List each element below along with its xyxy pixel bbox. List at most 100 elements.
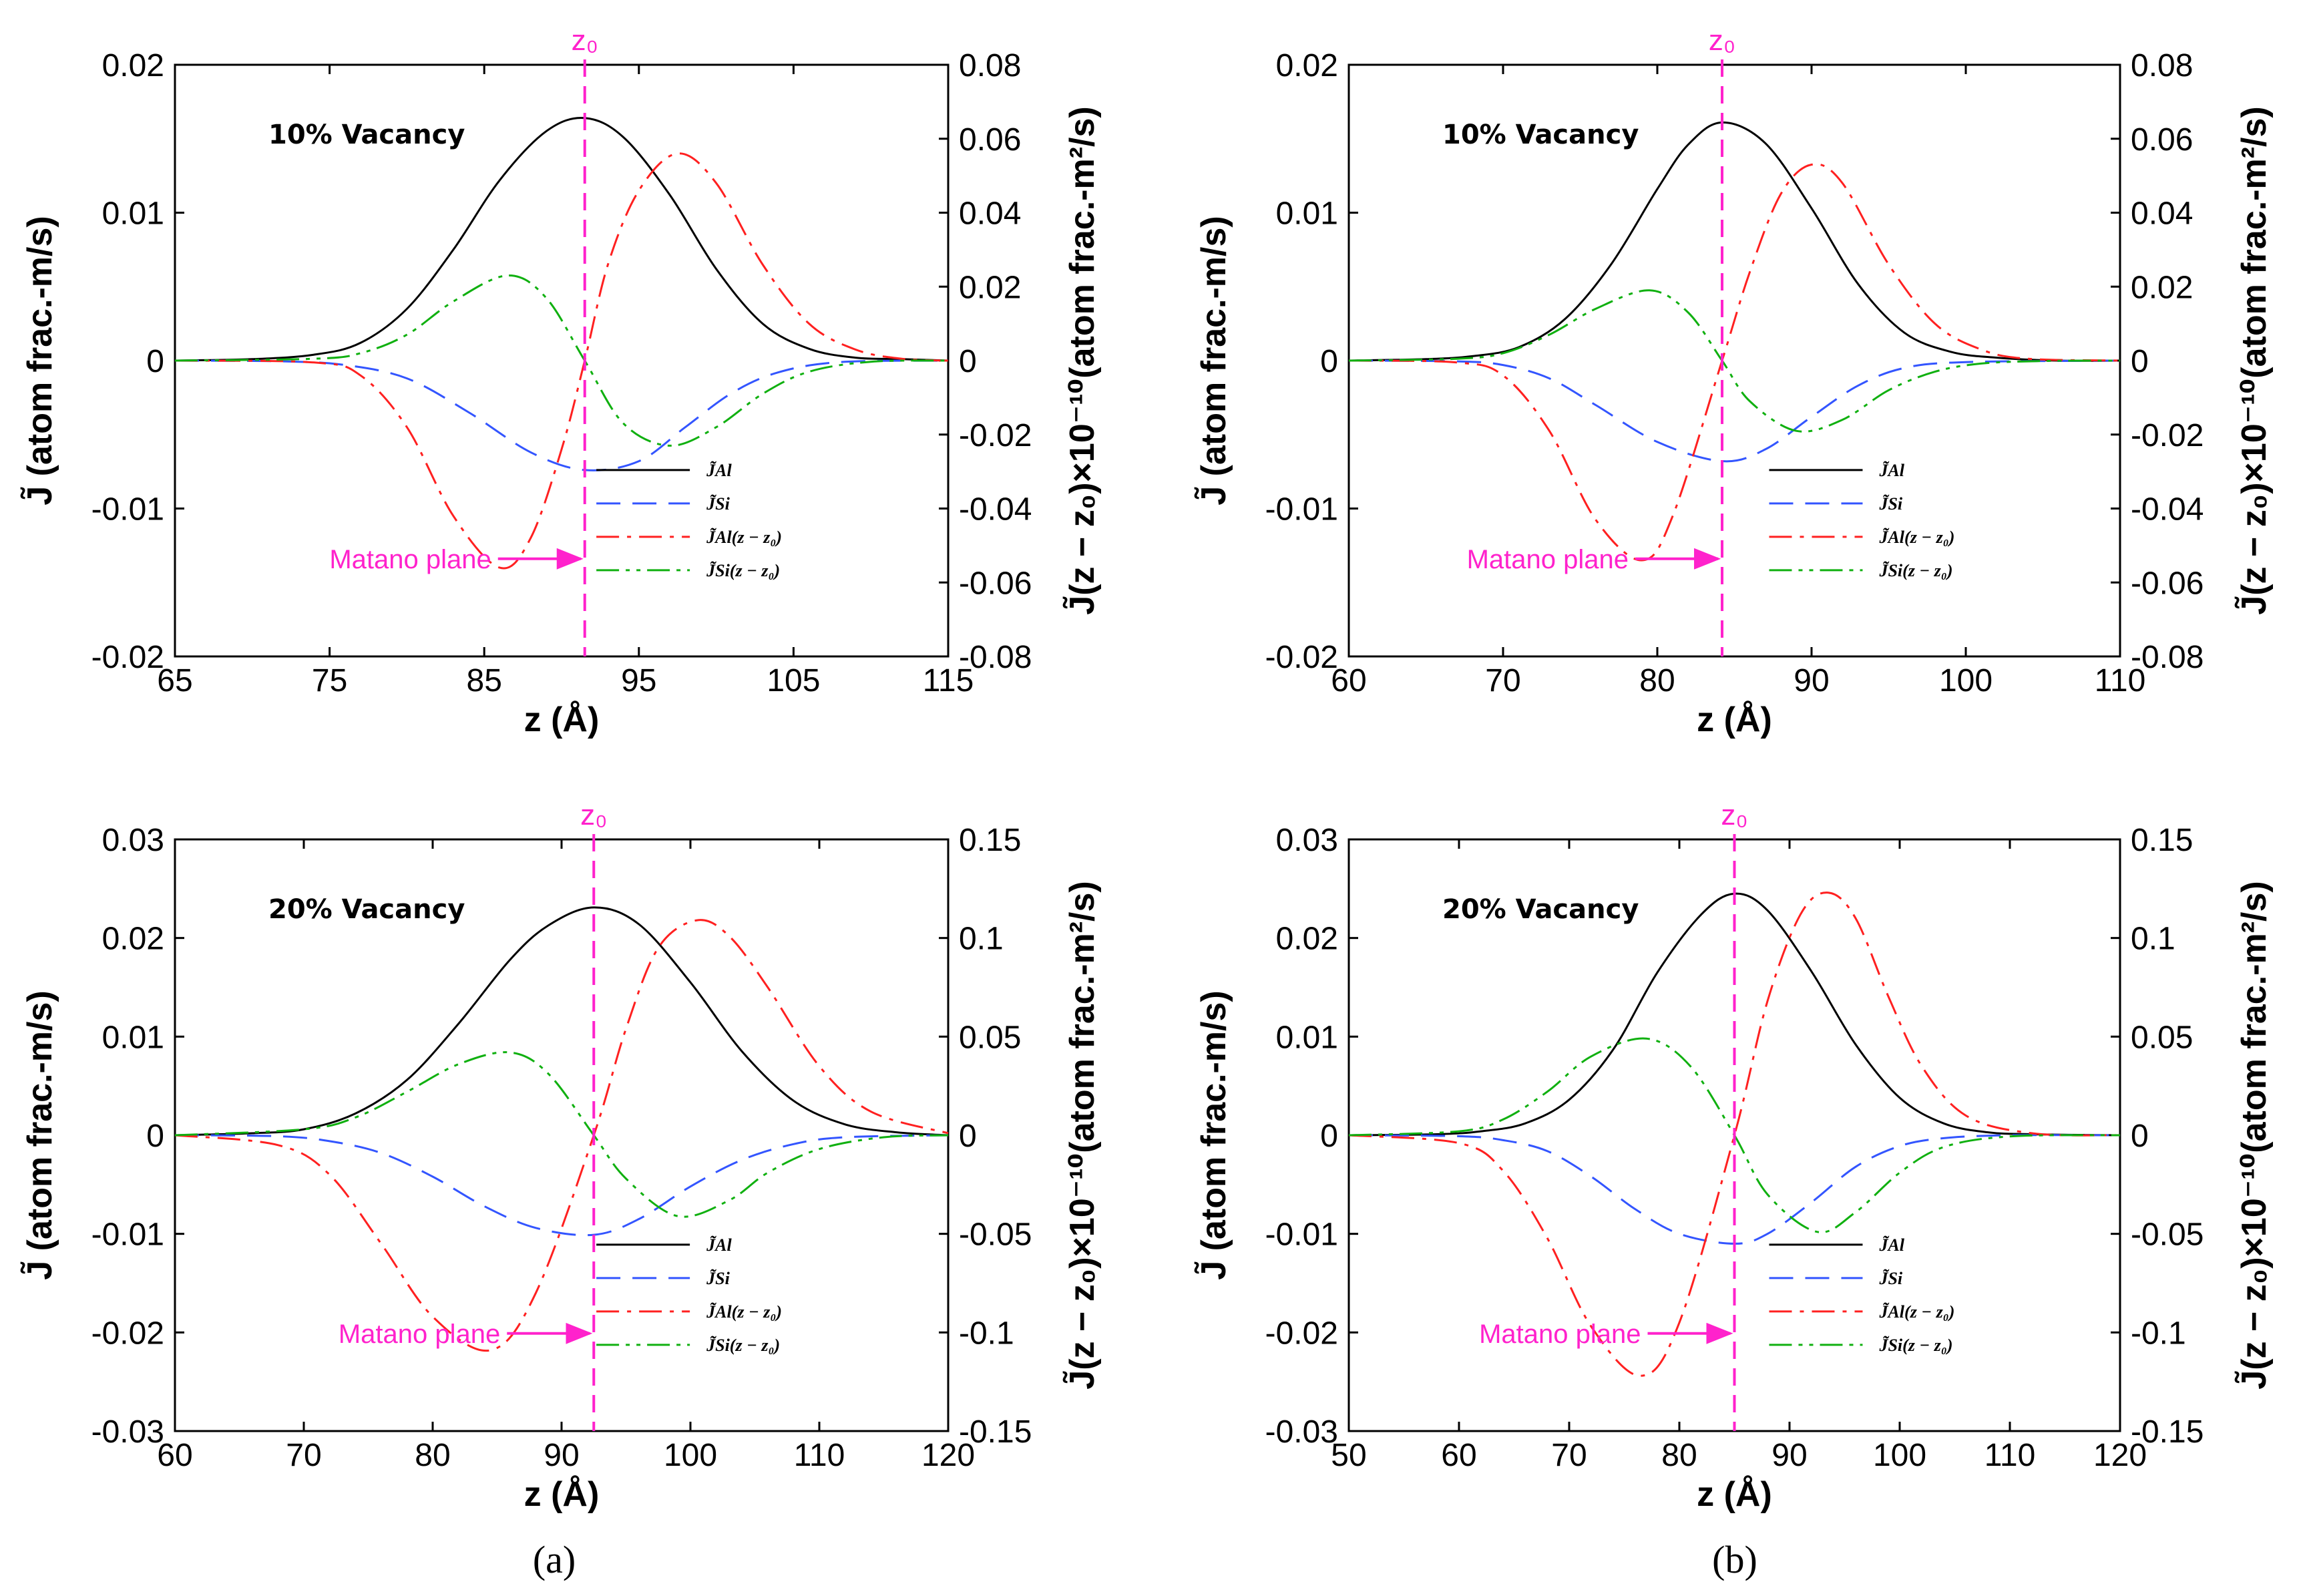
y-left-axis-title: J̃ (atom frac.-m/s) bbox=[21, 216, 59, 505]
z0-label: z₀ bbox=[572, 24, 598, 57]
y-right-tick-label: 0.04 bbox=[2131, 196, 2193, 232]
legend: J̃Al J̃Si J̃Al(z − z₀) J̃Si(z − z₀) bbox=[1769, 1235, 1954, 1355]
x-tick-label: 90 bbox=[1771, 1438, 1807, 1473]
x-tick-label: 80 bbox=[415, 1438, 450, 1473]
vacancy-annotation: 20% Vacancy bbox=[268, 894, 465, 925]
series-line-j-al bbox=[174, 117, 949, 362]
legend-entry: J̃Al bbox=[1878, 1235, 1904, 1255]
y-left-tick-label: -0.02 bbox=[1265, 1316, 1338, 1351]
y-right-tick-label: 0.1 bbox=[959, 922, 1004, 957]
y-right-tick-label: 0 bbox=[959, 1119, 977, 1154]
x-tick-label: 70 bbox=[286, 1438, 321, 1473]
y-right-tick-label: 0 bbox=[2131, 1119, 2149, 1154]
y-right-tick-label: 0.06 bbox=[2131, 122, 2193, 158]
series-line-j-si-z-z0 bbox=[174, 274, 949, 447]
y-left-tick-label: 0.03 bbox=[1276, 823, 1338, 858]
z0-label: z₀ bbox=[1721, 799, 1747, 831]
y-left-tick-label: 0.02 bbox=[1276, 48, 1338, 83]
series-line-j-al-z-z0 bbox=[174, 152, 949, 570]
y-left-tick-label: 0.02 bbox=[102, 922, 164, 957]
legend-entry: J̃Al bbox=[1878, 461, 1904, 480]
matano-plane-label: Matano plane bbox=[1467, 545, 1629, 574]
legend-entry: J̃Al(z − z₀) bbox=[706, 528, 782, 547]
y-right-axis-title: J̃(z − z₀)×10⁻¹⁰(atom frac.-m²/s) bbox=[1063, 881, 1102, 1389]
x-tick-label: 65 bbox=[157, 663, 192, 699]
matano-plane-label: Matano plane bbox=[329, 545, 491, 574]
matano-plane-label: Matano plane bbox=[339, 1320, 500, 1349]
y-left-tick-label: 0.02 bbox=[102, 48, 164, 83]
x-tick-label: 50 bbox=[1331, 1438, 1366, 1473]
y-right-tick-label: -0.1 bbox=[959, 1316, 1014, 1351]
y-left-tick-label: -0.03 bbox=[91, 1414, 164, 1450]
series-line-j-si bbox=[1348, 359, 2121, 463]
y-left-tick-label: 0 bbox=[1320, 1119, 1338, 1154]
y-right-tick-label: -0.06 bbox=[2131, 566, 2204, 601]
y-right-tick-label: -0.1 bbox=[2131, 1316, 2186, 1351]
chart-panel-4: 50 60 70 80 90 100 110 120 -0.03 -0.02 -0.01 0 0.01 0… bbox=[1195, 799, 2274, 1514]
y-right-tick-label: -0.15 bbox=[2131, 1414, 2204, 1450]
y-left-axis-title: J̃ (atom frac.-m/s) bbox=[1195, 216, 1233, 505]
vacancy-annotation: 10% Vacancy bbox=[1442, 120, 1639, 150]
legend-entry: J̃Si(z − z₀) bbox=[1878, 1336, 1952, 1355]
legend-entry: J̃Al(z − z₀) bbox=[1878, 528, 1954, 547]
y-left-axis-title: J̃ (atom frac.-m/s) bbox=[21, 990, 59, 1279]
x-axis-title: z (Å) bbox=[524, 1475, 600, 1514]
y-right-tick-label: 0 bbox=[959, 344, 977, 379]
x-tick-label: 70 bbox=[1485, 663, 1520, 699]
z0-label: z₀ bbox=[580, 799, 607, 831]
legend-entry: J̃Si(z − z₀) bbox=[706, 561, 780, 580]
chart-panel-1: 65 75 85 95 105 115 -0.02 -0.01 0 0.01 0.02 -0.08 -0… bbox=[21, 24, 1102, 739]
y-right-tick-label: -0.06 bbox=[959, 566, 1032, 601]
matano-plane-label: Matano plane bbox=[1479, 1320, 1641, 1349]
legend-entry: J̃Al bbox=[706, 461, 732, 480]
y-right-tick-label: 0.08 bbox=[2131, 48, 2193, 83]
x-tick-label: 90 bbox=[1794, 663, 1829, 699]
series-line-j-al bbox=[174, 906, 949, 1137]
x-axis-title: z (Å) bbox=[524, 701, 600, 739]
series-line-j-si-z-z0 bbox=[174, 1051, 949, 1218]
x-tick-label: 100 bbox=[1873, 1438, 1926, 1473]
x-tick-label: 115 bbox=[923, 663, 974, 699]
legend-entry: J̃Al bbox=[706, 1235, 732, 1255]
legend-entry: J̃Si bbox=[1878, 494, 1902, 514]
series-line-j-si-z-z0 bbox=[1348, 289, 2121, 433]
y-left-tick-label: -0.02 bbox=[91, 640, 164, 675]
y-right-tick-label: 0.1 bbox=[2131, 922, 2175, 957]
y-right-tick-label: -0.15 bbox=[959, 1414, 1032, 1450]
x-tick-label: 90 bbox=[544, 1438, 579, 1473]
y-left-tick-label: -0.01 bbox=[1265, 1217, 1338, 1253]
y-left-tick-label: 0.01 bbox=[102, 196, 164, 232]
legend-entry: J̃Si bbox=[706, 494, 730, 514]
x-tick-label: 110 bbox=[1984, 1438, 2036, 1473]
y-left-tick-label: -0.02 bbox=[1265, 640, 1338, 675]
vacancy-annotation: 20% Vacancy bbox=[1442, 894, 1639, 925]
y-right-tick-label: 0.05 bbox=[2131, 1020, 2193, 1055]
series-line-j-si bbox=[174, 359, 949, 471]
y-right-tick-label: 0.06 bbox=[959, 122, 1021, 158]
x-tick-label: 70 bbox=[1551, 1438, 1587, 1473]
y-left-tick-label: 0 bbox=[1320, 344, 1338, 379]
series-line-j-al-z-z0 bbox=[174, 919, 949, 1352]
y-right-axis-title: J̃(z − z₀)×10⁻¹⁰(atom frac.-m²/s) bbox=[2235, 881, 2274, 1389]
y-left-tick-label: 0.02 bbox=[1276, 922, 1338, 957]
x-tick-label: 105 bbox=[767, 663, 820, 699]
series-line-j-al bbox=[1348, 121, 2121, 362]
plot-frame bbox=[174, 838, 950, 1432]
x-tick-label: 80 bbox=[1661, 1438, 1697, 1473]
y-right-tick-label: -0.02 bbox=[959, 418, 1032, 453]
y-right-tick-label: 0.15 bbox=[2131, 823, 2193, 858]
y-right-axis-title: J̃(z − z₀)×10⁻¹⁰(atom frac.-m²/s) bbox=[2235, 106, 2274, 614]
x-tick-label: 75 bbox=[312, 663, 347, 699]
x-tick-label: 120 bbox=[921, 1438, 975, 1473]
y-left-axis-title: J̃ (atom frac.-m/s) bbox=[1195, 990, 1233, 1279]
chart-panel-3: 60 70 80 90 100 110 120 -0.03 -0.02 -0.01 0 0.01 0.0… bbox=[21, 799, 1102, 1514]
y-left-tick-label: 0.01 bbox=[102, 1020, 164, 1055]
y-right-tick-label: -0.08 bbox=[2131, 640, 2204, 675]
x-tick-label: 120 bbox=[2093, 1438, 2147, 1473]
legend-entry: J̃Si(z − z₀) bbox=[706, 1336, 780, 1355]
vacancy-annotation: 10% Vacancy bbox=[268, 120, 465, 150]
y-left-tick-label: 0 bbox=[146, 1119, 164, 1154]
y-left-tick-label: -0.01 bbox=[1265, 492, 1338, 528]
series-line-j-al-z-z0 bbox=[1348, 163, 2121, 562]
